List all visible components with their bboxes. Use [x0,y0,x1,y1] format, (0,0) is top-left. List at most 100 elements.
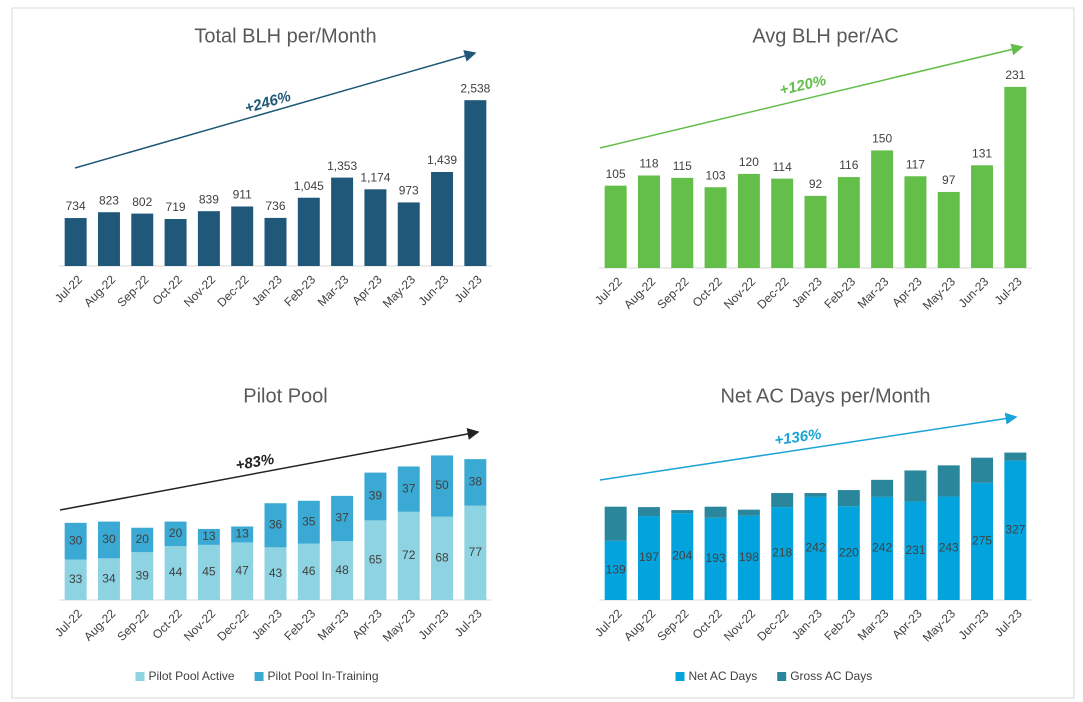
data-label: 242 [805,541,825,555]
data-label: 218 [772,546,792,560]
bar [297,197,320,266]
bar [771,178,794,268]
bar-segment [904,501,927,600]
bar-segment [837,490,860,507]
bar-segment [971,482,994,600]
bar-segment [264,503,287,548]
annotation: +136% [773,426,822,449]
data-label: 243 [939,540,959,554]
bar-segment [231,542,254,600]
data-label: 719 [166,200,186,214]
data-label: 37 [335,511,349,525]
bar-segment [131,527,154,553]
bar [464,100,487,267]
bar-segment [804,496,827,600]
data-label: 150 [872,132,892,146]
data-label: 39 [136,568,150,582]
bar [197,211,220,266]
bar [971,165,994,268]
data-label: 116 [839,158,858,172]
bar [1004,86,1027,268]
data-label: 193 [706,551,726,565]
data-label: 242 [872,541,892,555]
bar-segment [164,521,187,547]
bar [331,177,354,266]
bar [837,177,860,268]
data-label: 802 [132,195,152,209]
bar [671,177,694,268]
bar-segment [704,506,727,518]
bar-segment [431,516,454,600]
trend-arrow [599,43,1024,149]
bar [164,219,187,266]
data-label: 231 [1005,68,1025,82]
data-label: 13 [236,527,250,541]
bar-segment [704,517,727,600]
data-label: 43 [269,566,283,580]
legend-swatch [254,672,264,681]
data-label: 839 [199,192,219,206]
legend: Pilot Pool Active Pilot Pool In-Training [135,669,379,683]
data-label: 973 [399,184,419,198]
bar-segment [464,459,487,506]
bar [704,187,727,268]
bar-segment [937,465,960,497]
data-label: 139 [606,563,626,577]
data-label: 823 [99,193,119,207]
bar-segment [64,522,87,560]
bar-segment [164,546,187,600]
legend: Net AC Days Gross AC Days [675,669,872,683]
bar-segment [397,466,420,512]
data-label: 37 [402,481,416,495]
data-label: 47 [236,563,250,577]
data-label: 105 [606,167,626,181]
chart-title: Pilot Pool [243,385,328,407]
data-label: 72 [402,548,416,562]
bar [937,191,960,268]
data-label: 103 [706,168,726,182]
data-label: 92 [809,177,823,191]
bar [231,206,254,266]
data-label: 231 [905,543,925,557]
bar [397,202,420,266]
data-label: 204 [672,549,692,563]
bar-segment [464,505,487,600]
bar-segment [97,558,120,600]
data-label: 1,439 [427,153,457,167]
bar-segment [671,513,694,600]
data-label: 197 [639,550,659,564]
data-label: 20 [169,526,183,540]
bar-segment [231,526,254,543]
bar-segment [264,547,287,600]
bar-segment [837,506,860,600]
data-label: 115 [673,159,692,173]
data-label: 2,538 [460,81,490,95]
bar-segment [331,541,354,600]
data-label: 39 [369,489,383,503]
bar-segment [197,544,220,600]
frame [11,7,1075,699]
bar [604,185,627,268]
legend-label: Gross AC Days [790,669,872,683]
data-label: 46 [302,564,316,578]
bar-segment [364,472,387,521]
bar-segment [1004,452,1027,461]
data-label: 44 [169,565,183,579]
annotation: +83% [234,451,275,474]
data-label: 118 [639,157,658,171]
data-label: 34 [102,571,116,585]
data-label: 36 [269,517,283,531]
bar-segment [737,509,760,516]
chart-title: Avg BLH per/AC [752,25,898,47]
chart-title: Net AC Days per/Month [720,385,930,407]
data-label: 1,174 [360,170,390,184]
legend-swatch [777,672,787,681]
bar-segment [397,511,420,600]
data-label: 30 [102,532,116,546]
bar-segment [737,515,760,600]
bar [97,212,120,266]
trend-arrow [74,50,477,169]
bar [264,217,287,266]
bar-segment [637,507,660,517]
bar-segment [871,479,894,497]
